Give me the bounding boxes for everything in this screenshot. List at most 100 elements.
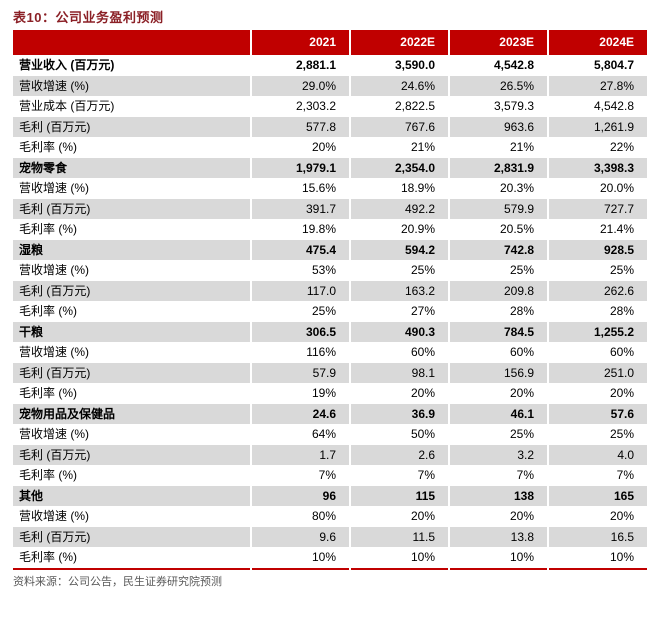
cell-value: 784.5 — [449, 321, 549, 342]
cell-value: 53% — [251, 260, 351, 281]
cell-value: 767.6 — [350, 116, 450, 137]
cell-value: 490.3 — [350, 321, 450, 342]
cell-value: 21.4% — [599, 222, 634, 236]
cell-value: 16.5 — [610, 529, 634, 544]
metric-row: 营收增速 (%) 80% 20% 20% 20% — [13, 506, 647, 527]
cell-value: 1,979.1 — [251, 157, 351, 178]
header-row: 2021 2022E 2023E 2024E — [13, 30, 647, 55]
cell-value: 19% — [251, 383, 351, 404]
cell-value: 60% — [449, 342, 549, 363]
cell-value: 742.8 — [449, 239, 549, 260]
cell-value: 7% — [251, 465, 351, 486]
metric-row: 毛利 (百万元) 391.7 492.2 579.9 727.7 — [13, 198, 647, 219]
row-label: 毛利 (百万元) — [13, 362, 252, 383]
cell-value: 1.7 — [251, 444, 351, 465]
cell-value: 26.5% — [449, 75, 549, 96]
metric-row: 营收增速 (%) 116% 60% 60% 60% — [13, 342, 647, 363]
cell-value: 25% — [609, 427, 634, 441]
cell-value: 1,261.9 — [593, 119, 634, 134]
row-label: 毛利率 (%) — [13, 219, 252, 240]
cell-value: 391.7 — [251, 198, 351, 219]
cell-value: 50% — [350, 424, 450, 445]
cell-value: 19.8% — [251, 219, 351, 240]
year-column-header: 2023E — [449, 30, 549, 55]
category-row: 宠物零食 1,979.1 2,354.0 2,831.9 3,398.3 — [13, 157, 647, 178]
cell-value: 27% — [350, 301, 450, 322]
metric-row: 毛利率 (%) 20% 21% 21% 22% — [13, 137, 647, 158]
cell-value: 25% — [350, 260, 450, 281]
row-label: 毛利率 (%) — [13, 137, 252, 158]
cell-value: 156.9 — [449, 362, 549, 383]
row-label: 营收增速 (%) — [13, 342, 252, 363]
row-label: 营收增速 (%) — [13, 260, 252, 281]
cell-value: 579.9 — [449, 198, 549, 219]
category-row: 宠物用品及保健品 24.6 36.9 46.1 57.6 — [13, 403, 647, 424]
table-body: 营业收入 (百万元) 2,881.1 3,590.0 4,542.8 5,804.7 营收… — [13, 55, 647, 569]
source-note: 资料来源：公司公告，民生证券研究院预测 — [13, 576, 222, 588]
cell-value: 46.1 — [449, 403, 549, 424]
cell-value: 9.6 — [251, 526, 351, 547]
cell-value: 11.5 — [350, 526, 450, 547]
metric-row: 毛利 (百万元) 1.7 2.6 3.2 4.0 — [13, 444, 647, 465]
cell-value: 57.6 — [610, 406, 634, 421]
metric-row: 营收增速 (%) 29.0% 24.6% 26.5% 27.8% — [13, 75, 647, 96]
cell-value: 2,881.1 — [251, 55, 351, 76]
row-label: 毛利 (百万元) — [13, 116, 252, 137]
corner-header-cell — [13, 30, 252, 55]
metric-row: 毛利 (百万元) 57.9 98.1 156.9 251.0 — [13, 362, 647, 383]
row-label: 营收增速 (%) — [13, 178, 252, 199]
cell-value: 10% — [251, 547, 351, 569]
cell-value: 60% — [350, 342, 450, 363]
cell-value: 21% — [350, 137, 450, 158]
cell-value: 163.2 — [350, 280, 450, 301]
cell-value: 2,354.0 — [350, 157, 450, 178]
cell-value: 727.7 — [603, 201, 634, 216]
table-title: 表10：公司业务盈利预测 — [13, 10, 164, 25]
cell-value: 4.0 — [617, 447, 634, 462]
cell-value: 98.1 — [350, 362, 450, 383]
row-label: 宠物用品及保健品 — [13, 403, 252, 424]
row-label: 毛利率 (%) — [13, 383, 252, 404]
cell-value: 18.9% — [350, 178, 450, 199]
row-label: 营收增速 (%) — [13, 75, 252, 96]
category-row: 干粮 306.5 490.3 784.5 1,255.2 — [13, 321, 647, 342]
metric-row: 营收增速 (%) 53% 25% 25% 25% — [13, 260, 647, 281]
cell-value: 20% — [609, 509, 634, 523]
metric-row: 毛利率 (%) 25% 27% 28% 28% — [13, 301, 647, 322]
cell-value: 15.6% — [251, 178, 351, 199]
metric-row: 毛利 (百万元) 9.6 11.5 13.8 16.5 — [13, 526, 647, 547]
year-column-header: 2024E — [548, 30, 647, 55]
cell-value: 4,542.8 — [449, 55, 549, 76]
category-row: 湿粮 475.4 594.2 742.8 928.5 — [13, 239, 647, 260]
cell-value: 13.8 — [449, 526, 549, 547]
year-column-header: 2022E — [350, 30, 450, 55]
cell-value: 117.0 — [251, 280, 351, 301]
cell-value: 20% — [251, 137, 351, 158]
row-label: 毛利 (百万元) — [13, 526, 252, 547]
cell-value: 262.6 — [603, 283, 634, 298]
cell-value: 115 — [350, 485, 450, 506]
cell-value: 251.0 — [603, 365, 634, 380]
cell-value: 25% — [251, 301, 351, 322]
metric-row: 毛利率 (%) 19.8% 20.9% 20.5% 21.4% — [13, 219, 647, 240]
row-label: 干粮 — [13, 321, 252, 342]
metric-row: 毛利 (百万元) 577.8 767.6 963.6 1,261.9 — [13, 116, 647, 137]
cell-value: 60% — [609, 345, 634, 359]
row-label: 营收增速 (%) — [13, 506, 252, 527]
cell-value: 28% — [609, 304, 634, 318]
cell-value: 138 — [449, 485, 549, 506]
cell-value: 10% — [609, 550, 634, 564]
cell-value: 20.0% — [599, 181, 634, 195]
cell-value: 963.6 — [449, 116, 549, 137]
cell-value: 3,579.3 — [449, 96, 549, 117]
row-label: 湿粮 — [13, 239, 252, 260]
cell-value: 20.5% — [449, 219, 549, 240]
year-column-header: 2021 — [251, 30, 351, 55]
row-label: 毛利率 (%) — [13, 465, 252, 486]
cell-value: 24.6% — [350, 75, 450, 96]
metric-row: 营收增速 (%) 64% 50% 25% 25% — [13, 424, 647, 445]
row-label: 毛利 (百万元) — [13, 198, 252, 219]
cell-value: 28% — [449, 301, 549, 322]
cell-value: 96 — [251, 485, 351, 506]
cell-value: 29.0% — [251, 75, 351, 96]
